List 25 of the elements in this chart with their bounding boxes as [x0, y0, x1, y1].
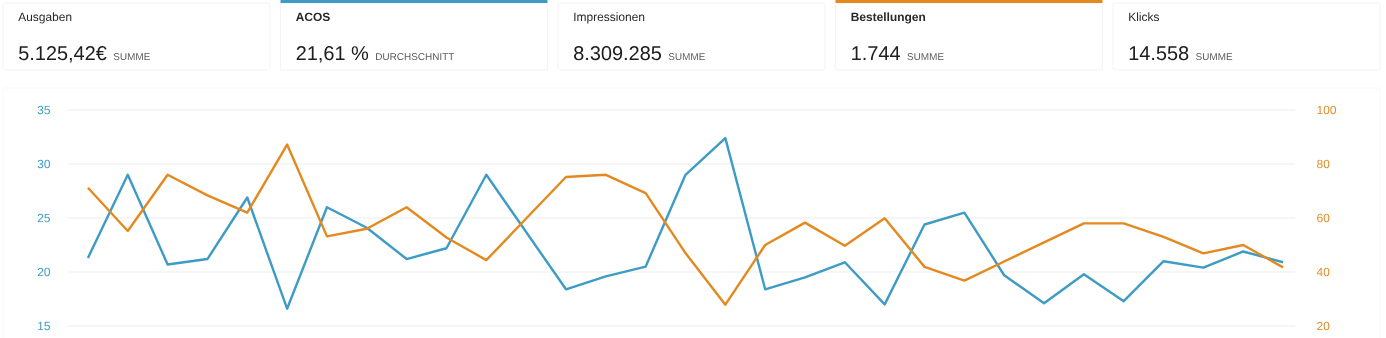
- text: 8.309.285: [574, 46, 662, 61]
- category-label: ACOS: [296, 12, 330, 22]
- y-tick-label: 20: [37, 267, 51, 277]
- y2-tick-label: 20: [1317, 321, 1330, 331]
- y2-tick-label: 60: [1317, 213, 1330, 223]
- y-tick-label: 35: [37, 105, 50, 115]
- text: SUMME: [668, 53, 705, 61]
- text: SUMME: [1196, 53, 1233, 61]
- text: 5.125,42€: [19, 46, 107, 63]
- text: 1.744: [852, 46, 900, 60]
- y2-tick-label: 40: [1316, 267, 1330, 277]
- text: DURCHSCHNITT: [376, 53, 455, 61]
- y-tick-label: 30: [37, 159, 51, 169]
- y-tick-label: 15: [38, 321, 50, 331]
- category-label: Klicks: [1129, 12, 1159, 22]
- text: SUMME: [113, 53, 150, 61]
- category-label: Bestellungen: [851, 12, 926, 24]
- category-label: Impressionen: [574, 12, 645, 24]
- text: 21,61 %: [296, 46, 369, 63]
- text: SUMME: [907, 53, 944, 61]
- y2-tick-label: 100: [1317, 105, 1337, 115]
- text: 14.558: [1129, 46, 1189, 61]
- y-tick-label: 25: [37, 213, 50, 223]
- y2-tick-label: 80: [1317, 159, 1330, 169]
- category-label: Ausgaben: [18, 12, 72, 24]
